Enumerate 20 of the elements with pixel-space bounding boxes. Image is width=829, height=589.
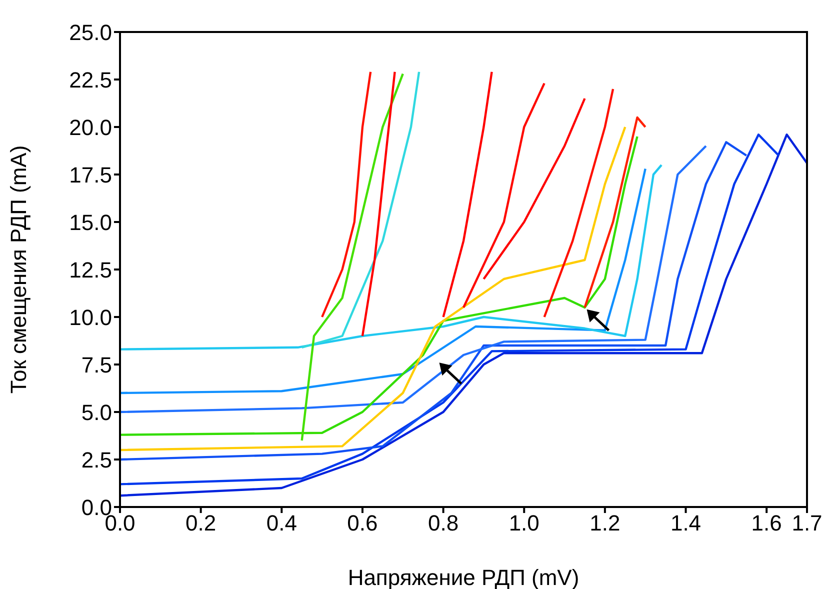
x-tick-label: 0.4	[266, 510, 297, 536]
y-tick-label: 12.5	[69, 257, 112, 282]
y-tick-label: 25.0	[69, 20, 112, 45]
x-tick-label: 1.4	[670, 510, 702, 536]
x-tick-label: 0.8	[428, 510, 459, 536]
y-tick-label: 20.0	[69, 114, 112, 140]
x-tick-label: 0.2	[186, 510, 216, 536]
x-tick-label: 1.6	[751, 510, 782, 536]
x-tick-label: 0.6	[347, 510, 378, 536]
x-tick-label: 1.2	[590, 510, 620, 536]
x-tick-label: 1.0	[508, 510, 540, 536]
y-tick-label: 2.5	[81, 447, 112, 472]
y-tick-label: 10.0	[69, 304, 112, 330]
y-tick-label: 17.5	[69, 162, 112, 188]
y-axis-title: Ток смещения РДП (mA)	[6, 145, 31, 394]
y-tick-label: 5.0	[81, 400, 112, 425]
y-tick-label: 22.5	[69, 67, 112, 92]
y-tick-label: 15.0	[69, 210, 112, 235]
y-tick-label: 7.5	[81, 352, 112, 378]
x-tick-label: 1.7	[792, 510, 822, 536]
